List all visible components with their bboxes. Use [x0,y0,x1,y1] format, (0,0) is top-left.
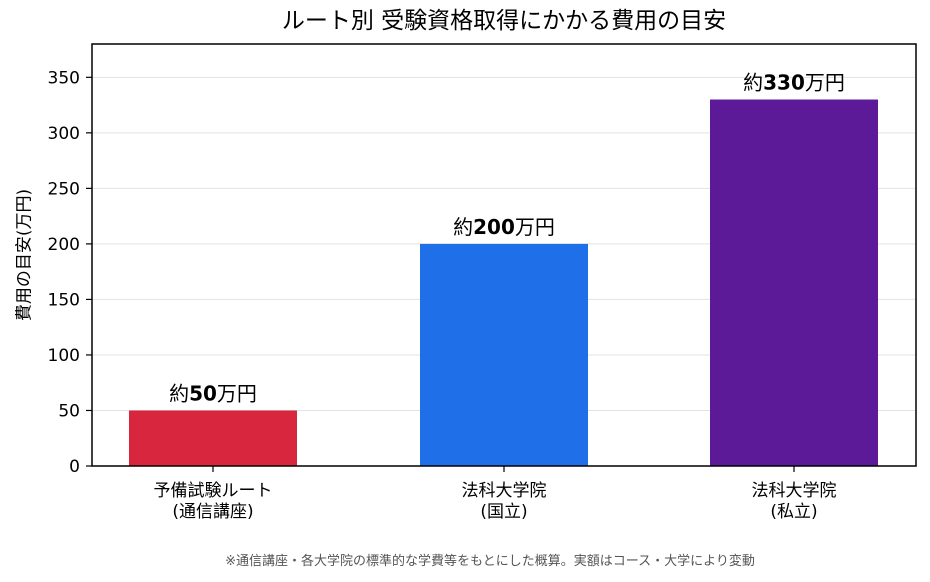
x-tick-label: (国立) [480,502,527,522]
bar [710,99,878,467]
bar [129,410,297,466]
y-tick-label: 350 [48,68,80,88]
y-tick-label: 200 [48,235,80,255]
footnote: ※通信講座・各大学院の標準的な学費等をもとにした概算。実額はコース・大学により変… [225,554,755,569]
y-tick-label: 300 [48,124,80,144]
x-ticks: 予備試験ルート(通信講座)法科大学院(国立)法科大学院(私立) [154,466,837,522]
y-tick-label: 100 [48,346,80,366]
y-ticks: 0 50 100 150 200 250 300 350 [48,68,92,477]
chart-title: ルート別 受験資格取得にかかる費用の目安 [281,8,727,34]
data-labels: 約50万円 約200万円 約330万円 [169,71,845,406]
x-tick-label: 法科大学院 [752,481,837,501]
data-label: 約330万円 [743,71,845,95]
data-label: 約200万円 [453,215,555,239]
x-tick-label: (通信講座) [172,502,253,522]
x-tick-label: 法科大学院 [462,481,547,501]
x-tick-label: (私立) [770,502,817,522]
y-tick-label: 0 [69,457,80,477]
y-tick-label: 50 [58,401,80,421]
y-tick-label: 150 [48,290,80,310]
bar [420,243,588,466]
x-tick-label: 予備試験ルート [154,481,273,501]
y-tick-label: 250 [48,179,80,199]
data-label: 約50万円 [169,381,257,405]
bars [129,99,878,467]
